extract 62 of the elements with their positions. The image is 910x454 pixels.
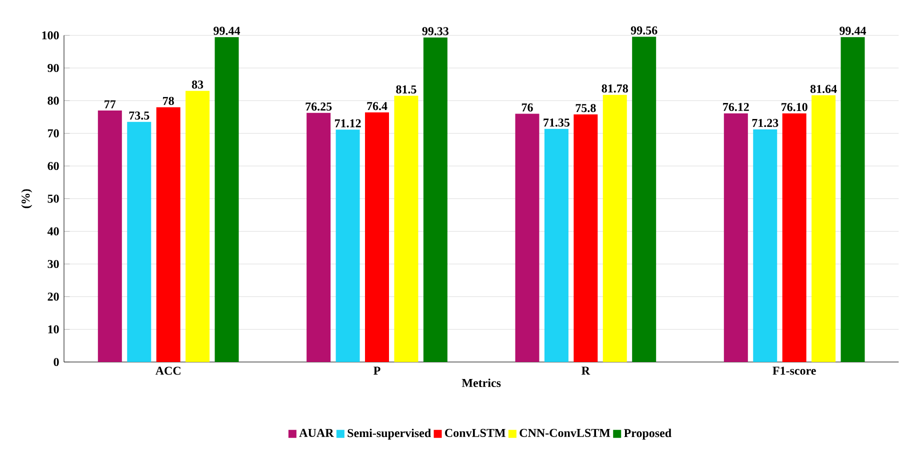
data-label: 99.44	[840, 26, 866, 35]
bar	[214, 37, 239, 362]
y-tick-label: 60	[48, 162, 59, 170]
data-label: 71.35	[544, 118, 570, 127]
data-label: 76.4	[367, 102, 388, 110]
data-label: 71.23	[752, 118, 778, 128]
y-tick-label: 90	[48, 64, 59, 72]
data-label: 99.56	[630, 26, 658, 34]
data-label: 81.78	[602, 84, 628, 93]
bar	[544, 128, 568, 362]
legend-label: Proposed	[624, 428, 672, 440]
data-label: 75.8	[576, 104, 596, 112]
data-label: 76.12	[723, 102, 749, 112]
bar	[306, 112, 331, 362]
bar	[127, 122, 152, 362]
data-label: 81.5	[396, 85, 416, 94]
y-tick-label: 20	[48, 292, 59, 301]
bar	[632, 36, 656, 362]
bar	[574, 114, 598, 362]
bar	[156, 107, 180, 362]
data-label: 76.25	[306, 102, 332, 111]
legend-label: Semi-supervised	[348, 428, 431, 440]
bar	[602, 94, 627, 362]
y-tick-label: 70	[48, 129, 59, 138]
bar	[186, 90, 210, 362]
bar	[840, 37, 865, 362]
data-label: 78	[163, 96, 174, 105]
y-tick-label: 0	[54, 358, 59, 366]
bar	[98, 110, 122, 362]
bar	[515, 114, 540, 362]
bar	[812, 95, 836, 362]
data-label: 77	[104, 100, 116, 108]
data-label: 83	[192, 80, 204, 89]
x-axis-title: Metrics	[462, 378, 501, 388]
bar	[394, 96, 418, 362]
data-label: 81.64	[810, 84, 837, 94]
bar	[782, 113, 806, 362]
bar	[336, 130, 360, 362]
x-tick-label: P	[374, 366, 380, 375]
data-label: 99.33	[422, 27, 449, 36]
y-axis-title: (%)	[21, 189, 32, 208]
data-label: 76	[522, 103, 533, 112]
legend-label: CNN-ConvLSTM	[520, 428, 610, 437]
data-label: 76.10	[782, 102, 808, 112]
x-tick-label: F1-score	[772, 366, 816, 375]
y-tick-label: 30	[48, 260, 59, 268]
y-tick-label: 80	[48, 96, 59, 105]
y-tick-label: 50	[48, 194, 59, 203]
bar	[365, 112, 389, 362]
y-tick-label: 10	[48, 325, 59, 334]
x-tick-label: ACC	[155, 366, 180, 375]
data-label: 73.5	[129, 112, 150, 120]
y-tick-label: 100	[42, 31, 59, 40]
data-label: 99.44	[214, 26, 240, 35]
x-tick-label: R	[582, 366, 590, 375]
bar	[423, 38, 448, 362]
legend-label: AUAR	[299, 428, 334, 437]
legend-label: ConvLSTM	[445, 428, 506, 437]
y-tick-label: 40	[47, 227, 59, 236]
data-label: 71.12	[334, 119, 361, 128]
bar	[724, 113, 748, 362]
bar	[753, 129, 778, 362]
